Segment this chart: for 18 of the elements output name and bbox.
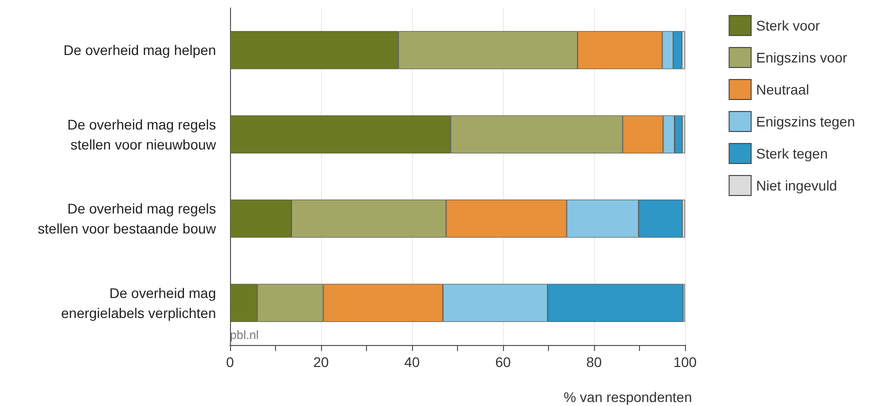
legend-label: Neutraal bbox=[756, 82, 810, 98]
legend-label: Sterk tegen bbox=[756, 146, 828, 162]
legend-label: Niet ingevuld bbox=[756, 178, 838, 194]
x-tick-label: 60 bbox=[495, 354, 511, 370]
y-tick-label: De overheid mag regels stellen voor bestaande bouw bbox=[38, 200, 217, 237]
annotation: pbl.nl bbox=[230, 328, 259, 342]
y-tick-label: De overheid mag regels stellen voor nieuwbouw bbox=[67, 116, 217, 152]
x-tick-label: 40 bbox=[404, 354, 420, 370]
x-axis-title: % van respondenten bbox=[564, 389, 692, 405]
x-tick-label: 100 bbox=[673, 354, 697, 370]
legend-label: Sterk voor bbox=[756, 18, 820, 34]
legend-label: Enigszins voor bbox=[756, 50, 848, 66]
y-tick-label: De overheid mag energielabels verplichten bbox=[61, 284, 216, 321]
x-tick-label: 80 bbox=[586, 354, 602, 370]
legend-label: Enigszins tegen bbox=[756, 114, 856, 130]
x-tick-label: 0 bbox=[226, 354, 234, 370]
x-tick-label: 20 bbox=[313, 354, 329, 370]
y-tick-label: De overheid mag helpen bbox=[63, 42, 216, 58]
